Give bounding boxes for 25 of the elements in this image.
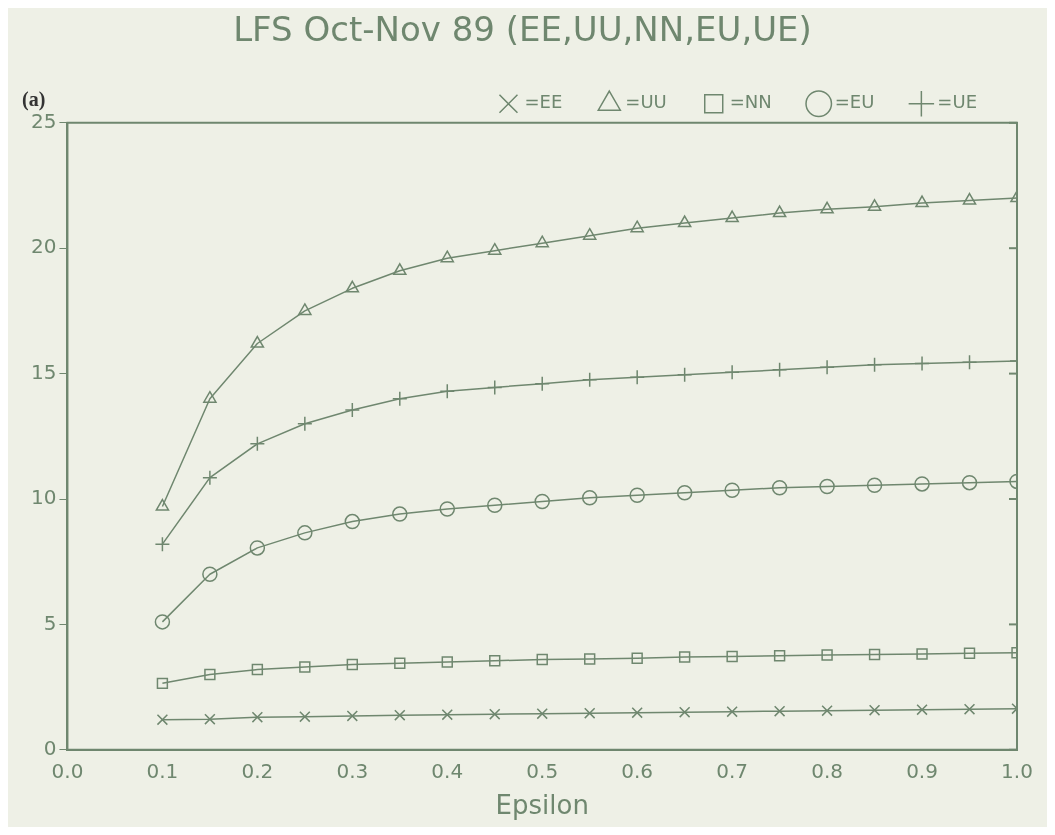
x-tick-label: 0.5 [526, 759, 559, 783]
y-tick-label: 0 [43, 736, 57, 760]
x-tick-label: 0.6 [621, 759, 654, 783]
x-tick-label: 1.0 [1001, 759, 1033, 783]
chart-title: LFS Oct-Nov 89 (EE,UU,NN,EU,UE) [233, 9, 812, 50]
x-tick-label: 0.4 [431, 759, 464, 783]
x-tick-label: 0.8 [811, 759, 843, 783]
x-tick-label: 0.7 [716, 759, 749, 783]
y-tick-label: 20 [31, 234, 57, 259]
legend-label: =UE [937, 91, 978, 113]
legend-label: =UU [625, 91, 667, 113]
y-tick-label: 5 [43, 610, 57, 635]
x-tick-label: 0.9 [906, 759, 938, 783]
legend-label: =EE [524, 91, 563, 113]
x-tick-label: 0.1 [146, 759, 179, 783]
y-tick-label: 15 [31, 359, 57, 384]
x-axis-title: Epsilon [495, 790, 589, 821]
x-tick-label: 0.0 [51, 759, 84, 783]
x-tick-label: 0.2 [241, 759, 274, 783]
legend-label: =NN [729, 91, 772, 113]
text: (a) [22, 87, 46, 111]
legend-label: =EU [834, 91, 875, 113]
x-tick-label: 0.3 [336, 759, 369, 783]
y-tick-label: 10 [31, 485, 57, 510]
y-tick-label: 25 [31, 109, 57, 133]
